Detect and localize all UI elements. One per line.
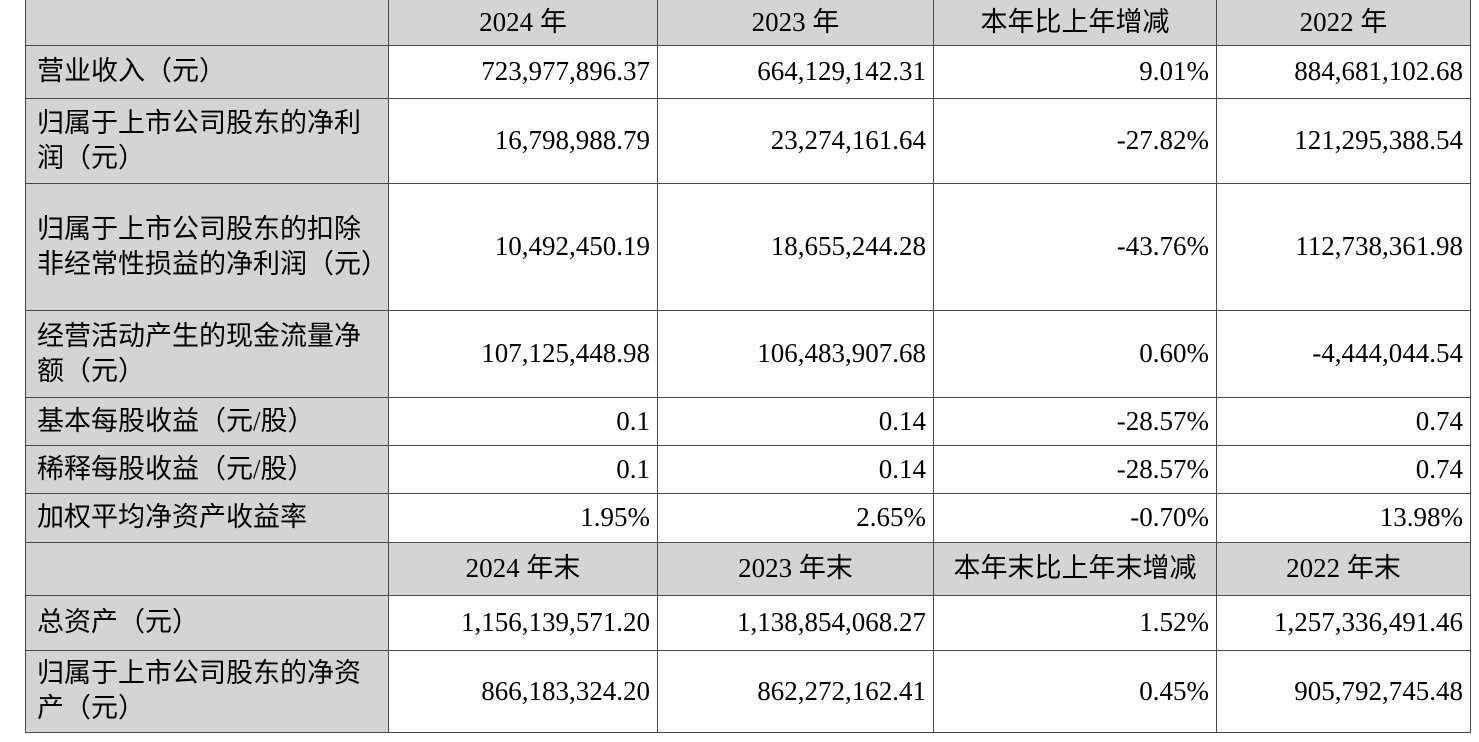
row-label: 经营活动产生的现金流量净额（元） — [25, 309, 389, 398]
row-label: 稀释每股收益（元/股） — [25, 444, 389, 494]
value-change: 1.52% — [933, 594, 1217, 651]
row-label: 营业收入（元） — [25, 44, 389, 99]
value-change: -28.57% — [933, 444, 1217, 494]
value-2024: 0.1 — [388, 444, 658, 494]
table-row-net-profit: 归属于上市公司股东的净利润（元） 16,798,988.79 23,274,16… — [25, 97, 1471, 184]
value-2023: 862,272,162.41 — [657, 649, 934, 733]
value-change: 0.60% — [933, 309, 1217, 398]
value-2023: 664,129,142.31 — [657, 44, 934, 99]
header-blank-cell — [25, 541, 389, 596]
value-2022: 884,681,102.68 — [1216, 44, 1471, 99]
value-2023: 2.65% — [657, 492, 934, 543]
value-2024: 107,125,448.98 — [388, 309, 658, 398]
header-2023: 2023 年 — [657, 0, 934, 46]
value-2023: 106,483,907.68 — [657, 309, 934, 398]
header-yoy-change: 本年比上年增减 — [933, 0, 1217, 46]
table-row-diluted-eps: 稀释每股收益（元/股） 0.1 0.14 -28.57% 0.74 — [25, 444, 1471, 494]
header-2024-end: 2024 年末 — [388, 541, 658, 596]
value-2024: 1.95% — [388, 492, 658, 543]
table-row-net-profit-deducted: 归属于上市公司股东的扣除非经常性损益的净利润（元） 10,492,450.19 … — [25, 182, 1471, 311]
financial-summary-table: 2024 年 2023 年 本年比上年增减 2022 年 营业收入（元） 723… — [25, 0, 1471, 733]
table-row-total-assets: 总资产（元） 1,156,139,571.20 1,138,854,068.27… — [25, 594, 1471, 651]
value-2023: 1,138,854,068.27 — [657, 594, 934, 651]
table-row-net-assets: 归属于上市公司股东的净资产（元） 866,183,324.20 862,272,… — [25, 649, 1471, 733]
value-change: 9.01% — [933, 44, 1217, 99]
table-row-basic-eps: 基本每股收益（元/股） 0.1 0.14 -28.57% 0.74 — [25, 396, 1471, 446]
value-change: -28.57% — [933, 396, 1217, 446]
header-blank-cell — [25, 0, 389, 46]
value-2022: 0.74 — [1216, 396, 1471, 446]
value-2022: 112,738,361.98 — [1216, 182, 1471, 311]
value-2022: -4,444,044.54 — [1216, 309, 1471, 398]
value-2022: 1,257,336,491.46 — [1216, 594, 1471, 651]
value-2023: 23,274,161.64 — [657, 97, 934, 184]
value-2023: 0.14 — [657, 444, 934, 494]
row-label: 归属于上市公司股东的净资产（元） — [25, 649, 389, 733]
value-2024: 866,183,324.20 — [388, 649, 658, 733]
financial-summary-table-container: 2024 年 2023 年 本年比上年增减 2022 年 营业收入（元） 723… — [25, 0, 1471, 733]
header-2022-end: 2022 年末 — [1216, 541, 1471, 596]
header-2022: 2022 年 — [1216, 0, 1471, 46]
row-label: 基本每股收益（元/股） — [25, 396, 389, 446]
header-row-year-end: 2024 年末 2023 年末 本年末比上年末增减 2022 年末 — [25, 541, 1471, 596]
row-label: 归属于上市公司股东的扣除非经常性损益的净利润（元） — [25, 182, 389, 311]
value-change: -43.76% — [933, 182, 1217, 311]
value-2023: 0.14 — [657, 396, 934, 446]
row-label: 加权平均净资产收益率 — [25, 492, 389, 543]
value-2022: 121,295,388.54 — [1216, 97, 1471, 184]
value-2023: 18,655,244.28 — [657, 182, 934, 311]
table-row-operating-cash-flow: 经营活动产生的现金流量净额（元） 107,125,448.98 106,483,… — [25, 309, 1471, 398]
value-2024: 1,156,139,571.20 — [388, 594, 658, 651]
header-2023-end: 2023 年末 — [657, 541, 934, 596]
value-2024: 0.1 — [388, 396, 658, 446]
value-change: -0.70% — [933, 492, 1217, 543]
value-change: 0.45% — [933, 649, 1217, 733]
value-2024: 723,977,896.37 — [388, 44, 658, 99]
value-2022: 13.98% — [1216, 492, 1471, 543]
table-row-weighted-roe: 加权平均净资产收益率 1.95% 2.65% -0.70% 13.98% — [25, 492, 1471, 543]
header-year-end-change: 本年末比上年末增减 — [933, 541, 1217, 596]
header-row-annual: 2024 年 2023 年 本年比上年增减 2022 年 — [25, 0, 1471, 46]
value-change: -27.82% — [933, 97, 1217, 184]
row-label: 归属于上市公司股东的净利润（元） — [25, 97, 389, 184]
row-label: 总资产（元） — [25, 594, 389, 651]
table-row-revenue: 营业收入（元） 723,977,896.37 664,129,142.31 9.… — [25, 44, 1471, 99]
header-2024: 2024 年 — [388, 0, 658, 46]
value-2022: 0.74 — [1216, 444, 1471, 494]
value-2022: 905,792,745.48 — [1216, 649, 1471, 733]
value-2024: 10,492,450.19 — [388, 182, 658, 311]
value-2024: 16,798,988.79 — [388, 97, 658, 184]
